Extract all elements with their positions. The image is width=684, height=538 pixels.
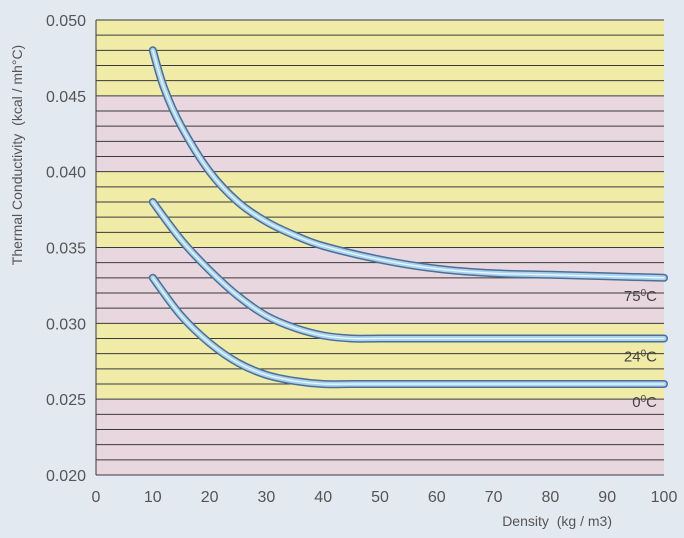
x-tick-label: 70 (485, 489, 503, 506)
x-tick-label: 10 (144, 489, 162, 506)
y-tick-label: 0.030 (46, 316, 86, 333)
x-tick-label: 20 (201, 489, 219, 506)
x-tick-label: 50 (371, 489, 389, 506)
series-line-highlight (152, 201, 665, 340)
y-axis-unit: (kcal / mh°C) (9, 45, 25, 126)
y-tick-label: 0.035 (46, 241, 86, 258)
y-tick-label: 0.045 (46, 89, 86, 106)
x-tick-label: 60 (428, 489, 446, 506)
series-label: 00C (632, 394, 657, 412)
background-band (96, 171, 664, 248)
x-tick-label: 90 (598, 489, 616, 506)
x-tick-label: 0 (92, 489, 101, 506)
series-label: 750C (624, 287, 657, 305)
background-band (96, 399, 664, 475)
x-tick-label: 40 (314, 489, 332, 506)
x-axis-label: Density (kg / m3) (502, 513, 612, 529)
series-labels: 750C 240C 00C (624, 287, 657, 411)
y-tick-label: 0.025 (46, 392, 86, 409)
y-tick-label: 0.020 (46, 468, 86, 485)
x-axis-label-text: Density (502, 513, 549, 529)
series-line-highlight (152, 277, 665, 385)
x-tick-label: 80 (542, 489, 560, 506)
background-band (96, 20, 664, 96)
y-tick-label: 0.050 (46, 13, 86, 30)
x-axis-unit: (kg / m3) (557, 513, 612, 529)
y-tick-label: 0.040 (46, 165, 86, 182)
x-tick-labels: 0 10 20 30 40 50 60 70 80 90 100 (92, 489, 678, 506)
y-axis-label-text: Thermal Conductivity (9, 134, 25, 266)
y-tick-labels: 0.020 0.025 0.030 0.035 0.040 0.045 0.050 (46, 13, 86, 485)
series-label: 240C (624, 348, 657, 366)
y-axis-label: Thermal Conductivity (kcal / mh°C) (9, 45, 25, 265)
x-tick-label: 30 (258, 489, 276, 506)
series-line-highlight (152, 49, 665, 279)
data-series (148, 46, 668, 389)
background-band (96, 95, 664, 172)
x-tick-label: 100 (651, 489, 678, 506)
